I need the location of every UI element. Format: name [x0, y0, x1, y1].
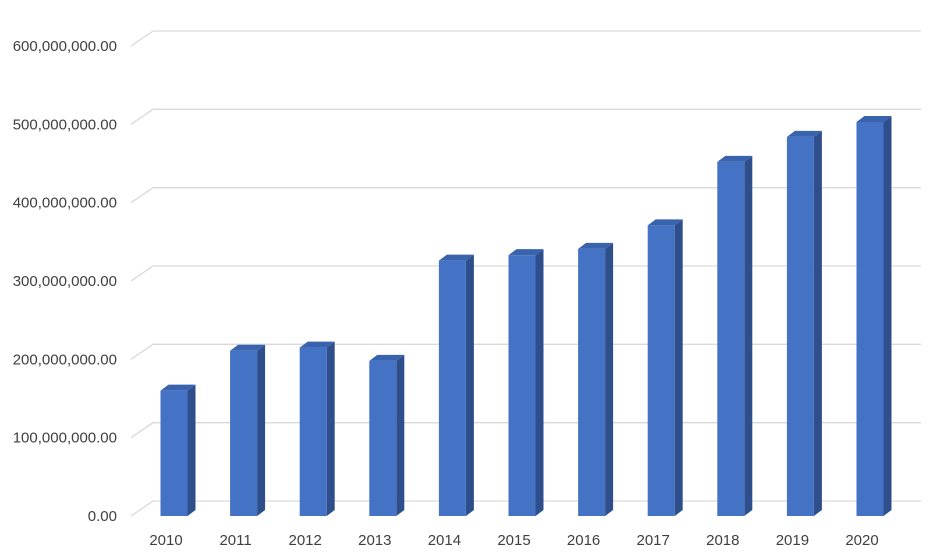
- bar-top: [647, 219, 683, 226]
- bars: [160, 115, 892, 516]
- y-tick-label: 0.00: [88, 508, 117, 525]
- bar-top: [160, 384, 196, 391]
- bar-top: [786, 130, 822, 137]
- bar-side: [257, 344, 266, 516]
- x-tick-label: 2016: [567, 532, 600, 549]
- bar-front: [856, 121, 884, 516]
- x-tick-label: 2018: [706, 532, 739, 549]
- bar: [786, 130, 822, 516]
- bar: [508, 249, 544, 516]
- bar-front: [717, 161, 745, 516]
- x-tick-label: 2015: [497, 532, 530, 549]
- bar-top: [578, 242, 614, 249]
- bar-front: [230, 350, 258, 516]
- bar-top: [299, 341, 335, 348]
- bar-front: [438, 260, 466, 516]
- x-tick-label: 2012: [289, 532, 322, 549]
- bar: [647, 219, 683, 516]
- bar: [438, 254, 474, 516]
- bar: [299, 341, 335, 516]
- bar-front: [647, 225, 675, 516]
- bar-front: [578, 248, 606, 516]
- bar: [160, 384, 196, 516]
- gridlines: [130, 30, 921, 517]
- bar-side: [744, 155, 753, 516]
- bar: [369, 354, 405, 516]
- bar-side: [465, 254, 474, 516]
- bar-front: [786, 136, 814, 516]
- bar-top: [369, 354, 405, 361]
- x-axis-ticks: 2010 2011 2012 2013 2014 2015 2016 2017 2018 2019…: [149, 532, 878, 549]
- bar-top: [508, 249, 544, 256]
- bar-top: [856, 115, 892, 122]
- bar: [856, 115, 892, 516]
- bar-front: [299, 347, 327, 516]
- bar-top: [230, 344, 266, 351]
- x-tick-label: 2017: [637, 532, 670, 549]
- bar-side: [187, 384, 196, 516]
- y-tick-label: 200,000,000.00: [13, 351, 117, 368]
- y-axis-ticks: 0.00 100,000,000.00 200,000,000.00 300,000,…: [13, 38, 117, 525]
- gridline: [130, 187, 921, 204]
- bar-front: [369, 360, 397, 516]
- bar: [578, 242, 614, 516]
- bar-top: [438, 254, 474, 261]
- bar-top: [717, 155, 753, 162]
- x-tick-label: 2014: [428, 532, 461, 549]
- bar-front: [508, 255, 536, 516]
- bar-side: [605, 242, 614, 516]
- bar-side: [674, 219, 683, 516]
- x-tick-label: 2020: [845, 532, 878, 549]
- gridline: [130, 108, 921, 125]
- bar: [717, 155, 753, 516]
- bar-side: [813, 130, 822, 516]
- x-tick-label: 2013: [358, 532, 391, 549]
- y-tick-label: 400,000,000.00: [13, 195, 117, 212]
- y-tick-label: 500,000,000.00: [13, 116, 117, 133]
- bar-side: [883, 115, 892, 516]
- y-tick-label: 600,000,000.00: [13, 38, 117, 55]
- bar-front: [160, 390, 188, 516]
- y-tick-label: 300,000,000.00: [13, 273, 117, 290]
- x-tick-label: 2010: [149, 532, 182, 549]
- bar-side: [535, 249, 544, 516]
- y-tick-label: 100,000,000.00: [13, 430, 117, 447]
- bar-side: [396, 354, 405, 516]
- x-tick-label: 2011: [219, 532, 251, 549]
- x-tick-label: 2019: [776, 532, 809, 549]
- gridline: [130, 30, 921, 47]
- bar-side: [326, 341, 335, 516]
- bar: [230, 344, 266, 516]
